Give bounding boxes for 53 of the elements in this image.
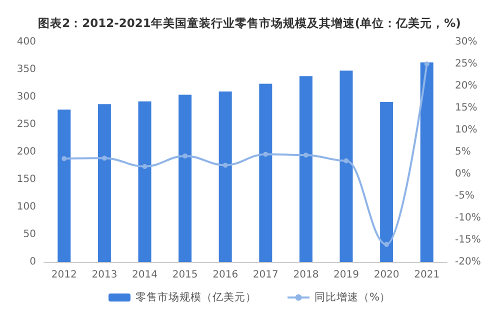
y-tick-label: 250 — [16, 119, 36, 130]
y-tick-label: 300 — [16, 92, 36, 102]
x-tick-label: 2014 — [132, 270, 158, 280]
point — [344, 158, 349, 164]
bar — [299, 76, 312, 262]
x-tick-label: 2019 — [334, 270, 359, 280]
bar — [218, 92, 232, 262]
y2-tick-label: 20% — [455, 80, 478, 92]
point — [222, 162, 228, 168]
y2-tick-label: 5% — [455, 146, 471, 158]
legend-label: 零售市场规模（亿美元） — [136, 290, 257, 304]
y-tick-label: 350 — [16, 64, 36, 75]
x-tick-label: 2020 — [374, 270, 400, 280]
point — [424, 62, 430, 66]
y2-tick-label: 25% — [455, 58, 478, 70]
legend-label: 同比增速（%） — [314, 290, 390, 304]
chart-title: 图表2：2012-2021年美国童装行业零售市场规模及其增速(单位：亿美元，%) — [38, 16, 461, 30]
y2-tick-label: 0% — [455, 168, 471, 180]
x-tick-label: 2012 — [51, 270, 77, 280]
bar — [98, 104, 111, 262]
point — [102, 156, 107, 161]
bar — [138, 101, 152, 262]
y2-tick-label: 15% — [455, 102, 478, 114]
x-tick-label: 2016 — [212, 270, 238, 280]
point — [142, 164, 148, 170]
y2-tick-label: -15% — [455, 234, 481, 246]
x-tick-label: 2017 — [252, 270, 278, 280]
y-tick-label: 0 — [30, 256, 36, 268]
bar — [178, 94, 192, 262]
y2-tick-label: -10% — [455, 212, 481, 224]
point — [303, 152, 308, 158]
point — [384, 242, 390, 247]
point — [263, 152, 268, 157]
y-tick-label: 400 — [16, 36, 36, 48]
y2-tick-label: -20% — [455, 256, 481, 268]
y-tick-label: 200 — [16, 146, 36, 158]
x-tick-label: 2018 — [293, 270, 319, 280]
bar — [340, 70, 353, 262]
y-tick-label: 100 — [16, 202, 36, 212]
bar — [58, 110, 71, 262]
y-tick-label: 150 — [16, 174, 36, 185]
bar — [380, 102, 394, 262]
y2-tick-label: 30% — [455, 36, 478, 48]
y-tick-label: 50 — [23, 229, 36, 240]
bar — [420, 62, 434, 262]
point — [62, 156, 67, 162]
y2-tick-label: -5% — [455, 190, 474, 202]
x-tick-label: 2015 — [172, 270, 198, 280]
x-tick-label: 2021 — [414, 270, 440, 280]
bar — [259, 84, 272, 262]
y2-tick-label: 10% — [455, 124, 478, 136]
point — [182, 153, 188, 158]
x-tick-label: 2013 — [92, 270, 118, 280]
